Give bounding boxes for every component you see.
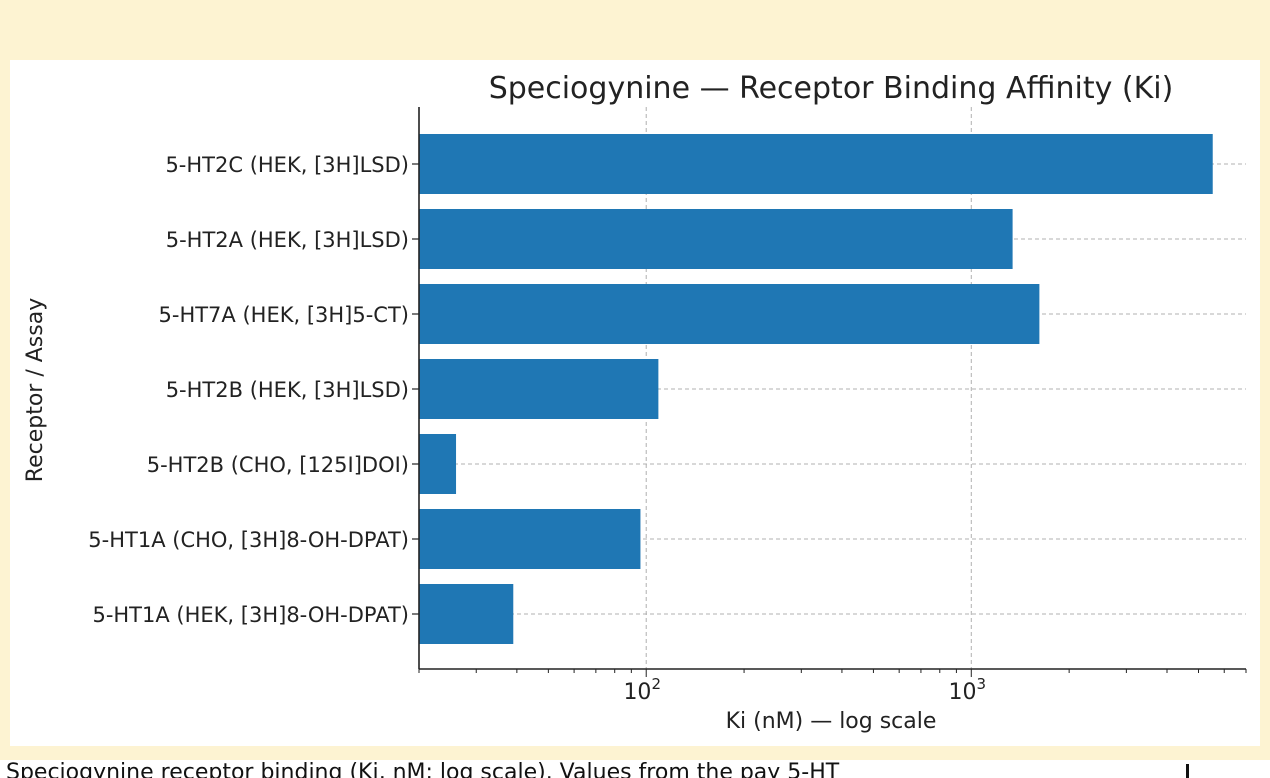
category-labels: 5-HT2C (HEK, [3H]LSD) 5-HT2A (HEK, [3H]LS… xyxy=(88,153,409,627)
bar-chart: Speciogynine — Receptor Binding Affinity… xyxy=(23,71,1247,734)
category-label: 5-HT2C (HEK, [3H]LSD) xyxy=(165,153,409,177)
text-cursor xyxy=(1186,764,1189,778)
x-tick-label: 102 xyxy=(623,675,661,705)
bar xyxy=(419,134,1213,194)
category-label: 5-HT1A (HEK, [3H]8-OH-DPAT) xyxy=(92,603,409,627)
x-axis-label: Ki (nM) — log scale xyxy=(726,709,937,734)
category-label: 5-HT1A (CHO, [3H]8-OH-DPAT) xyxy=(88,528,409,552)
axes xyxy=(412,107,1247,677)
category-label: 5-HT2B (CHO, [125I]DOI) xyxy=(147,453,409,477)
bars xyxy=(419,134,1213,644)
caption-text: Speciogynine receptor binding (Ki, nM; l… xyxy=(6,760,840,778)
y-axis-label: Receptor / Assay xyxy=(23,298,48,482)
chart-title: Speciogynine — Receptor Binding Affinity… xyxy=(489,71,1174,106)
x-tick-label: 103 xyxy=(949,675,987,705)
x-tick-labels: 102 103 xyxy=(623,675,986,705)
bar xyxy=(419,209,1013,269)
bar xyxy=(419,509,641,569)
bar xyxy=(419,434,457,494)
bar xyxy=(419,584,514,644)
bar xyxy=(419,359,659,419)
bar xyxy=(419,284,1040,344)
category-label: 5-HT7A (HEK, [3H]5-CT) xyxy=(159,303,410,327)
category-label: 5-HT2A (HEK, [3H]LSD) xyxy=(166,228,409,252)
category-label: 5-HT2B (HEK, [3H]LSD) xyxy=(166,378,409,402)
